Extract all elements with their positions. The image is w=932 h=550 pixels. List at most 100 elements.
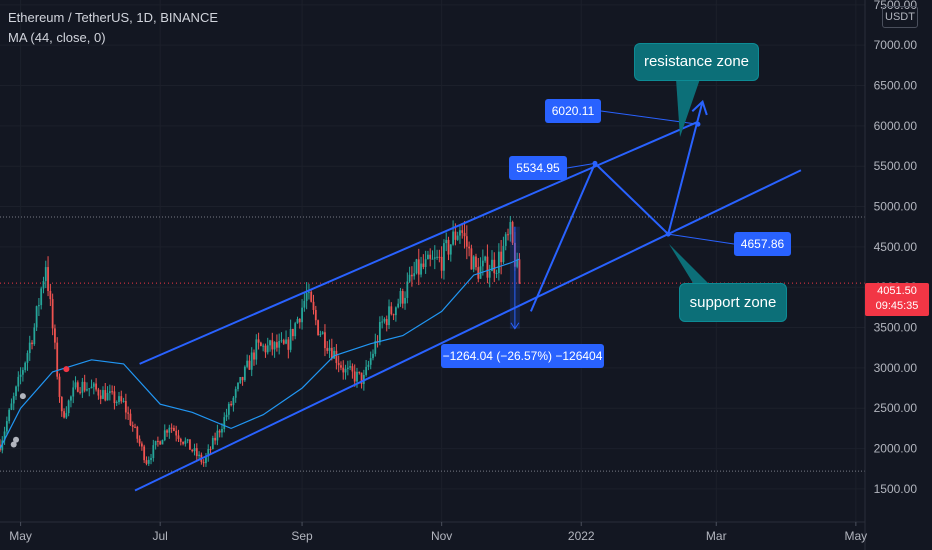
candle-body xyxy=(255,339,258,360)
price-label-6020[interactable]: 6020.11 xyxy=(545,99,601,123)
candle-body xyxy=(81,381,84,393)
candle-body xyxy=(21,370,24,375)
candle-body xyxy=(122,400,125,402)
candle xyxy=(317,319,319,336)
candle-body xyxy=(175,430,178,436)
candle-body xyxy=(266,345,269,353)
candle-body xyxy=(234,389,237,398)
candle xyxy=(504,232,507,251)
candle-body xyxy=(35,306,38,328)
candle xyxy=(163,424,166,442)
candle xyxy=(292,328,294,341)
candle xyxy=(90,379,93,389)
candle-body xyxy=(475,256,477,268)
candle-body xyxy=(163,430,166,441)
candle-body xyxy=(394,307,397,316)
candle xyxy=(372,349,374,361)
candle-body xyxy=(134,426,136,428)
candle xyxy=(175,425,178,442)
candle xyxy=(431,250,434,260)
candle xyxy=(40,286,43,310)
candle xyxy=(193,443,196,456)
candle xyxy=(305,282,308,310)
candle xyxy=(456,231,459,241)
candle xyxy=(465,225,468,260)
candle xyxy=(15,385,17,400)
candle xyxy=(308,283,310,300)
price-label-4657[interactable]: 4657.86 xyxy=(734,232,791,256)
candle-body xyxy=(70,396,72,401)
candle-body xyxy=(193,448,196,452)
currency-unit-button[interactable]: USDT xyxy=(882,6,918,28)
candle-body xyxy=(502,245,505,263)
candle xyxy=(319,330,322,337)
time-axis: May Jul Sep Nov 2022 Mar May xyxy=(9,522,867,543)
candle xyxy=(54,324,56,350)
candle xyxy=(324,324,326,357)
candle-body xyxy=(481,260,484,267)
candle xyxy=(507,228,509,241)
candle-body xyxy=(314,309,317,321)
candle-body xyxy=(422,263,425,267)
symbol-title[interactable]: Ethereum / TetherUS, 1D, BINANCE xyxy=(8,10,219,25)
candle-body xyxy=(495,273,498,275)
candle xyxy=(150,453,152,465)
candle xyxy=(436,249,438,260)
candle xyxy=(381,315,384,329)
candle xyxy=(33,323,36,346)
candle xyxy=(67,399,70,417)
candle xyxy=(12,392,15,411)
candle xyxy=(397,298,400,309)
indicator-label[interactable]: MA (44, close, 0) xyxy=(8,30,106,45)
time-tick-label: Mar xyxy=(706,529,727,543)
candle-body xyxy=(310,291,313,302)
candle xyxy=(298,318,301,329)
candle-body xyxy=(406,281,409,298)
time-tick-label: Nov xyxy=(431,529,452,543)
candle-body xyxy=(54,328,56,343)
candle xyxy=(81,377,84,398)
price-label-5534[interactable]: 5534.95 xyxy=(509,156,567,180)
candle xyxy=(275,334,278,352)
candle-body xyxy=(131,425,134,427)
signal-marker xyxy=(19,393,26,400)
candle-body xyxy=(287,339,290,350)
moving-average-line xyxy=(0,258,520,449)
candle xyxy=(369,351,372,370)
price-tick-label: 7000.00 xyxy=(874,38,918,52)
candle-body xyxy=(328,347,331,351)
candle-body xyxy=(243,366,246,381)
candle-body xyxy=(214,437,217,441)
candle xyxy=(440,246,443,279)
countdown-timer: 09:45:35 xyxy=(875,300,919,312)
candle xyxy=(404,291,406,310)
candle-body xyxy=(186,439,189,441)
candle-body xyxy=(168,427,171,433)
resistance-zone-note[interactable]: resistance zone xyxy=(634,43,759,81)
candle xyxy=(303,293,306,312)
candle xyxy=(351,363,354,379)
candle-body xyxy=(493,259,496,274)
candle-body xyxy=(342,367,345,373)
candle xyxy=(88,388,91,397)
candle-body xyxy=(138,438,141,444)
candle-body xyxy=(250,352,253,370)
candle xyxy=(184,437,187,447)
candle xyxy=(24,361,27,373)
candle xyxy=(42,276,45,294)
candle-body xyxy=(459,230,461,236)
candle xyxy=(415,258,418,275)
candle-body xyxy=(140,443,143,447)
measure-label[interactable]: −1264.04 (−26.57%) −126404 xyxy=(441,344,604,368)
candle-body xyxy=(202,462,205,464)
support-zone-note[interactable]: support zone xyxy=(679,283,787,322)
candle xyxy=(294,321,297,340)
candle xyxy=(26,350,29,371)
candle-body xyxy=(150,458,152,460)
price-tick-label: 4500.00 xyxy=(874,240,918,254)
candle xyxy=(358,371,361,375)
candle-body xyxy=(468,246,471,249)
candle xyxy=(31,340,33,350)
candle xyxy=(427,250,429,260)
